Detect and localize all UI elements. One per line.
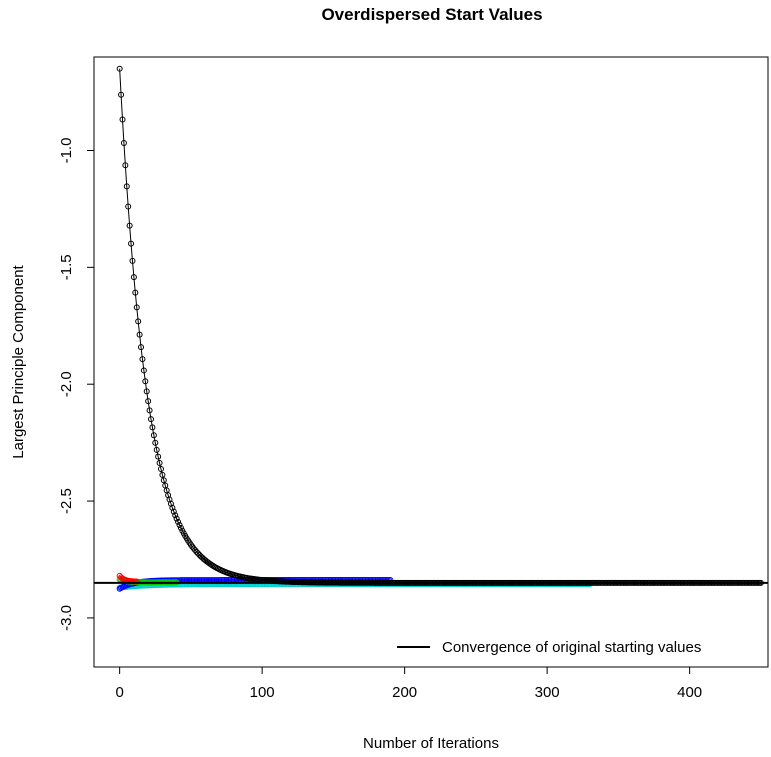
data-point bbox=[119, 116, 126, 123]
data-point bbox=[157, 466, 164, 473]
data-point bbox=[133, 578, 140, 585]
data-point bbox=[135, 318, 142, 325]
data-point bbox=[146, 407, 153, 414]
y-tick-label: -1.5 bbox=[58, 254, 75, 280]
data-point bbox=[136, 331, 143, 338]
y-tick-label: -3.0 bbox=[58, 605, 75, 631]
series-0 bbox=[116, 65, 764, 586]
data-point bbox=[116, 65, 123, 72]
data-point bbox=[152, 439, 159, 446]
data-point bbox=[126, 222, 133, 229]
data-point bbox=[123, 183, 130, 190]
data-point bbox=[175, 518, 182, 525]
data-point bbox=[172, 512, 179, 519]
x-tick-label: 100 bbox=[250, 684, 275, 701]
series-layer bbox=[116, 65, 764, 592]
data-point bbox=[118, 91, 125, 98]
data-point bbox=[129, 257, 136, 264]
x-tick-label: 300 bbox=[535, 684, 560, 701]
data-point bbox=[138, 344, 145, 351]
data-point bbox=[133, 304, 140, 311]
x-tick-label: 400 bbox=[677, 684, 702, 701]
series-line bbox=[119, 68, 761, 584]
data-point bbox=[148, 416, 154, 423]
data-point bbox=[143, 388, 150, 395]
data-point bbox=[176, 521, 183, 528]
data-point bbox=[160, 477, 167, 484]
y-tick-label: -1.0 bbox=[58, 138, 75, 164]
data-point bbox=[170, 508, 177, 515]
y-tick-label: -2.5 bbox=[58, 488, 75, 514]
x-tick-label: 0 bbox=[115, 684, 123, 701]
data-point bbox=[140, 367, 147, 374]
chart-title: Overdispersed Start Values bbox=[321, 5, 542, 24]
data-point bbox=[149, 424, 156, 431]
y-tick-label: -2.0 bbox=[58, 371, 75, 397]
x-tick-label: 200 bbox=[392, 684, 417, 701]
data-point bbox=[156, 459, 163, 466]
data-point bbox=[159, 471, 166, 478]
legend-entry-label: Convergence of original starting values bbox=[442, 639, 701, 656]
data-point bbox=[130, 274, 137, 281]
data-point bbox=[142, 378, 149, 385]
legend: Convergence of original starting values bbox=[397, 639, 701, 656]
y-axis-label: Largest Principle Component bbox=[10, 264, 27, 458]
data-point bbox=[128, 240, 135, 247]
data-point bbox=[173, 515, 180, 522]
data-point bbox=[120, 139, 127, 146]
data-point bbox=[155, 453, 162, 460]
data-point bbox=[145, 398, 152, 405]
data-point bbox=[132, 289, 139, 296]
data-point bbox=[122, 162, 129, 169]
data-point bbox=[153, 446, 160, 453]
data-point bbox=[125, 203, 132, 210]
data-point bbox=[139, 356, 146, 363]
plot-frame bbox=[93, 56, 769, 668]
x-axis-label: Number of Iterations bbox=[363, 735, 499, 752]
data-point bbox=[167, 500, 174, 507]
y-axis: -1.0 -1.5 -2.0 -2.5 -3.0 bbox=[58, 138, 94, 631]
x-axis: 0 100 200 300 400 bbox=[115, 667, 702, 701]
data-point bbox=[169, 504, 176, 511]
data-point bbox=[150, 432, 157, 439]
